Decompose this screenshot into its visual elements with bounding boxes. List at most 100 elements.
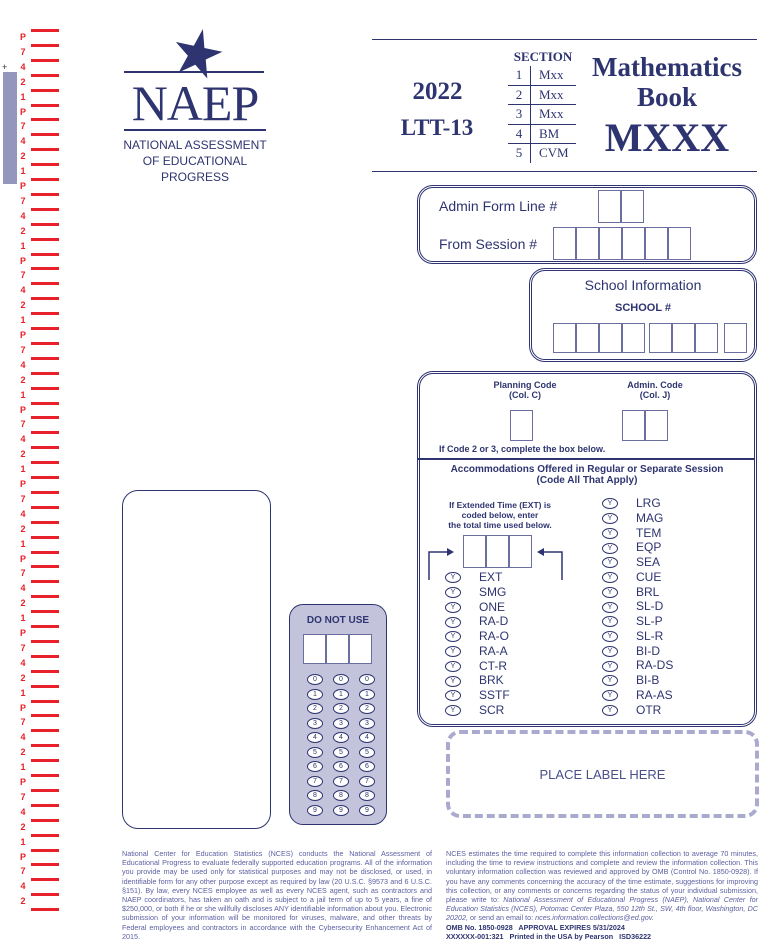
- accommodation-label: RA-AS: [636, 687, 673, 702]
- accommodation-ext[interactable]: Y EXT: [445, 570, 502, 585]
- accommodation-cue[interactable]: Y CUE: [602, 570, 661, 585]
- accommodation-ra-ds[interactable]: Y RA-DS: [602, 658, 673, 673]
- bubble-y[interactable]: Y: [602, 631, 618, 643]
- digit-bubble[interactable]: 8: [359, 790, 375, 801]
- school-number-field[interactable]: [553, 323, 747, 353]
- bubble-y[interactable]: Y: [602, 645, 618, 657]
- bubble-y[interactable]: Y: [445, 705, 461, 717]
- ext-time-field[interactable]: [463, 535, 532, 568]
- digit-bubble[interactable]: 5: [307, 746, 323, 758]
- digit-bubble[interactable]: 1: [359, 688, 375, 700]
- accommodation-brl[interactable]: Y BRL: [602, 585, 659, 600]
- bubble-y[interactable]: Y: [602, 586, 618, 598]
- digit-bubble[interactable]: 2: [333, 703, 349, 714]
- digit-bubble[interactable]: 7: [333, 775, 349, 787]
- admin-code-field[interactable]: [622, 410, 668, 441]
- planning-code-field[interactable]: [510, 410, 533, 441]
- accommodation-sea[interactable]: Y SEA: [602, 555, 660, 570]
- digit-bubble[interactable]: 2: [359, 703, 375, 714]
- bubble-y[interactable]: Y: [445, 631, 461, 643]
- accommodation-scr[interactable]: Y SCR: [445, 703, 504, 718]
- margin-dash: [31, 520, 59, 524]
- margin-dash: [31, 341, 59, 345]
- bubble-y[interactable]: Y: [602, 660, 618, 672]
- margin-dash: [31, 550, 59, 554]
- margin-dash: [31, 401, 59, 405]
- accommodation-otr[interactable]: Y OTR: [602, 703, 661, 718]
- digit-bubble[interactable]: 7: [359, 775, 375, 787]
- margin-label: 2: [20, 747, 26, 758]
- margin-label: 2: [20, 896, 26, 907]
- accommodation-label: TEM: [636, 525, 662, 540]
- accommodation-ra-as[interactable]: Y RA-AS: [602, 688, 673, 703]
- accommodation-sl-d[interactable]: Y SL-D: [602, 599, 663, 614]
- digit-bubble[interactable]: 4: [359, 732, 375, 743]
- accommodation-eqp[interactable]: Y EQP: [602, 540, 661, 555]
- accommodation-sl-p[interactable]: Y SL-P: [602, 614, 663, 629]
- margin-label: 4: [20, 806, 26, 817]
- digit-bubble[interactable]: 7: [307, 775, 323, 787]
- digit-bubble[interactable]: 2: [307, 703, 323, 714]
- bubble-y[interactable]: Y: [602, 498, 618, 510]
- digit-bubble[interactable]: 9: [333, 804, 349, 816]
- accommodation-ra-d[interactable]: Y RA-D: [445, 614, 508, 629]
- section-row: 3 Mxx: [508, 105, 576, 125]
- accommodation-bi-b[interactable]: Y BI-B: [602, 673, 659, 688]
- margin-label: 4: [20, 881, 26, 892]
- bubble-y[interactable]: Y: [602, 616, 618, 628]
- digit-bubble[interactable]: 9: [359, 804, 375, 816]
- accommodation-smg[interactable]: Y SMG: [445, 585, 506, 600]
- bubble-y[interactable]: Y: [445, 572, 461, 584]
- digit-bubble[interactable]: 6: [307, 761, 323, 772]
- bubble-y[interactable]: Y: [445, 601, 461, 613]
- digit-bubble[interactable]: 6: [359, 761, 375, 772]
- digit-bubble[interactable]: 3: [333, 717, 349, 729]
- bubble-y[interactable]: Y: [445, 616, 461, 628]
- bubble-y[interactable]: Y: [602, 675, 618, 687]
- accommodation-sstf[interactable]: Y SSTF: [445, 688, 510, 703]
- bubble-y[interactable]: Y: [602, 690, 618, 702]
- bubble-y[interactable]: Y: [445, 646, 461, 658]
- bubble-y[interactable]: Y: [602, 527, 618, 539]
- accommodation-lrg[interactable]: Y LRG: [602, 496, 661, 511]
- accommodation-ra-o[interactable]: Y RA-O: [445, 629, 509, 644]
- bubble-y[interactable]: Y: [602, 542, 618, 554]
- footer-email[interactable]: nces.information.collections@ed.gov.: [535, 913, 654, 923]
- digit-bubble[interactable]: 1: [333, 688, 349, 700]
- accommodation-brk[interactable]: Y BRK: [445, 673, 504, 688]
- digit-bubble[interactable]: 6: [333, 761, 349, 772]
- accommodation-ra-a[interactable]: Y RA-A: [445, 644, 508, 659]
- digit-bubble[interactable]: 9: [307, 804, 323, 816]
- form-line-field[interactable]: [598, 190, 644, 223]
- accommodation-bi-d[interactable]: Y BI-D: [602, 644, 660, 659]
- bubble-y[interactable]: Y: [602, 513, 618, 525]
- accommodation-sl-r[interactable]: Y SL-R: [602, 629, 663, 644]
- digit-bubble[interactable]: 1: [307, 688, 323, 700]
- digit-bubble[interactable]: 4: [333, 732, 349, 743]
- bubble-y[interactable]: Y: [602, 704, 618, 716]
- admin-code-label: Admin. Code: [627, 380, 683, 390]
- digit-bubble[interactable]: 4: [307, 732, 323, 743]
- accommodation-ct-r[interactable]: Y CT-R: [445, 659, 507, 674]
- digit-bubble[interactable]: 0: [307, 674, 323, 685]
- digit-bubble[interactable]: 8: [307, 790, 323, 801]
- section-label: SECTION: [513, 49, 573, 64]
- bubble-y[interactable]: Y: [602, 572, 618, 584]
- bubble-y[interactable]: Y: [602, 601, 618, 613]
- digit-bubble[interactable]: 0: [359, 674, 375, 685]
- accommodation-one[interactable]: Y ONE: [445, 600, 505, 615]
- digit-bubble[interactable]: 5: [333, 746, 349, 758]
- bubble-y[interactable]: Y: [445, 587, 461, 599]
- bubble-y[interactable]: Y: [445, 660, 461, 672]
- digit-bubble[interactable]: 8: [333, 790, 349, 801]
- bubble-y[interactable]: Y: [602, 557, 618, 569]
- session-field[interactable]: [553, 227, 691, 260]
- bubble-y[interactable]: Y: [445, 675, 461, 687]
- digit-bubble[interactable]: 3: [359, 717, 375, 729]
- digit-bubble[interactable]: 0: [333, 674, 349, 685]
- digit-bubble[interactable]: 5: [359, 746, 375, 758]
- digit-bubble[interactable]: 3: [307, 717, 323, 729]
- bubble-y[interactable]: Y: [445, 690, 461, 702]
- accommodation-mag[interactable]: Y MAG: [602, 511, 663, 526]
- accommodation-tem[interactable]: Y TEM: [602, 526, 661, 541]
